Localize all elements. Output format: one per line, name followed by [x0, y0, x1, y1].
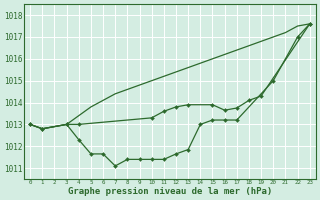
- X-axis label: Graphe pression niveau de la mer (hPa): Graphe pression niveau de la mer (hPa): [68, 187, 272, 196]
